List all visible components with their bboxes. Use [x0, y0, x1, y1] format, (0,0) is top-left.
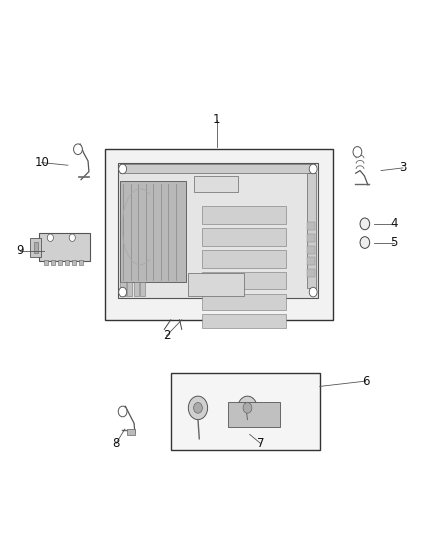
FancyBboxPatch shape [44, 260, 48, 265]
Text: 2: 2 [162, 329, 170, 342]
FancyBboxPatch shape [127, 282, 132, 296]
Circle shape [74, 144, 82, 155]
FancyBboxPatch shape [79, 260, 83, 265]
FancyBboxPatch shape [51, 260, 55, 265]
Circle shape [69, 234, 75, 241]
FancyBboxPatch shape [307, 222, 315, 230]
FancyBboxPatch shape [134, 282, 139, 296]
Circle shape [309, 164, 317, 174]
FancyBboxPatch shape [120, 282, 126, 296]
FancyBboxPatch shape [65, 260, 69, 265]
FancyBboxPatch shape [171, 373, 320, 450]
FancyBboxPatch shape [127, 429, 135, 435]
FancyBboxPatch shape [307, 246, 315, 254]
Circle shape [238, 396, 257, 419]
FancyBboxPatch shape [30, 238, 41, 257]
Circle shape [353, 147, 362, 157]
FancyBboxPatch shape [118, 163, 318, 298]
FancyBboxPatch shape [34, 242, 38, 253]
Text: 6: 6 [362, 375, 370, 387]
FancyBboxPatch shape [120, 164, 315, 173]
FancyBboxPatch shape [140, 282, 145, 296]
Text: 4: 4 [390, 217, 398, 230]
Circle shape [119, 287, 127, 297]
Circle shape [119, 164, 127, 174]
FancyBboxPatch shape [202, 229, 286, 246]
FancyBboxPatch shape [188, 273, 244, 296]
Text: 7: 7 [257, 437, 265, 450]
Text: 3: 3 [399, 161, 406, 174]
Text: 8: 8 [113, 437, 120, 450]
Circle shape [194, 402, 202, 413]
FancyBboxPatch shape [307, 257, 315, 265]
FancyBboxPatch shape [194, 176, 238, 192]
Circle shape [47, 234, 53, 241]
FancyBboxPatch shape [202, 314, 286, 328]
Text: 5: 5 [391, 236, 398, 249]
Text: 10: 10 [34, 156, 49, 169]
FancyBboxPatch shape [228, 402, 280, 427]
Circle shape [118, 406, 127, 417]
FancyBboxPatch shape [39, 233, 90, 261]
FancyBboxPatch shape [202, 294, 286, 310]
FancyBboxPatch shape [58, 260, 62, 265]
Circle shape [360, 237, 370, 248]
FancyBboxPatch shape [202, 251, 286, 268]
Circle shape [360, 218, 370, 230]
Circle shape [188, 396, 208, 419]
FancyBboxPatch shape [72, 260, 76, 265]
FancyBboxPatch shape [307, 269, 315, 277]
FancyBboxPatch shape [307, 173, 316, 288]
FancyBboxPatch shape [307, 234, 315, 242]
FancyBboxPatch shape [202, 272, 286, 289]
FancyBboxPatch shape [120, 181, 186, 282]
FancyBboxPatch shape [202, 206, 286, 224]
Circle shape [243, 402, 252, 413]
Text: 9: 9 [16, 244, 24, 257]
Circle shape [309, 287, 317, 297]
FancyBboxPatch shape [105, 149, 333, 320]
Text: 1: 1 [213, 114, 221, 126]
